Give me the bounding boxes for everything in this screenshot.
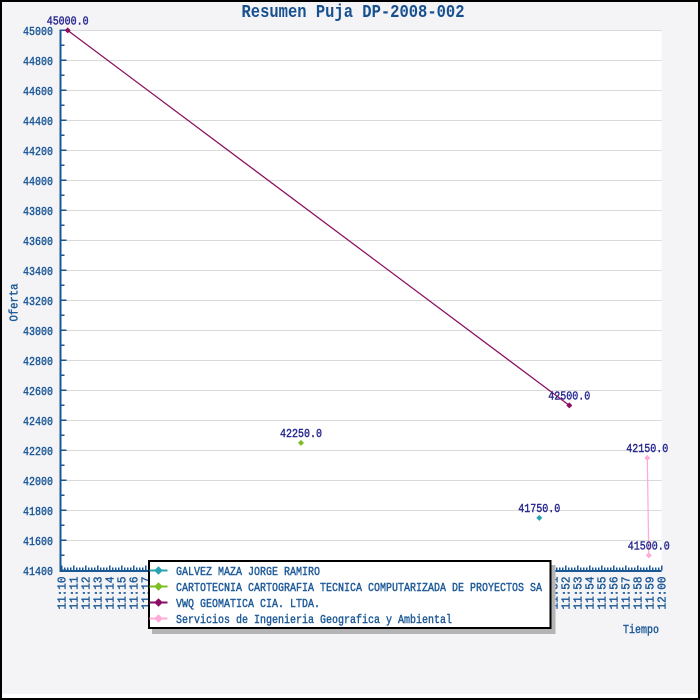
svg-text:43000: 43000: [23, 325, 53, 339]
svg-text:42600: 42600: [23, 385, 53, 399]
svg-text:VWQ GEOMATICA CIA. LTDA.: VWQ GEOMATICA CIA. LTDA.: [176, 597, 320, 611]
svg-text:11:56: 11:56: [608, 577, 622, 610]
svg-text:43400: 43400: [23, 265, 53, 279]
svg-text:11:14: 11:14: [104, 577, 118, 610]
svg-text:41500.0: 41500.0: [628, 539, 670, 553]
svg-text:11:10: 11:10: [56, 577, 70, 610]
svg-text:44800: 44800: [23, 55, 53, 69]
svg-text:44400: 44400: [23, 115, 53, 129]
svg-text:11:54: 11:54: [584, 577, 598, 610]
svg-text:12:00: 12:00: [656, 577, 670, 610]
svg-text:GALVEZ MAZA JORGE RAMIRO: GALVEZ MAZA JORGE RAMIRO: [176, 565, 320, 579]
svg-text:11:15: 11:15: [116, 577, 130, 610]
svg-text:11:58: 11:58: [632, 577, 646, 610]
svg-text:CARTOTECNIA CARTOGRAFIA TECNIC: CARTOTECNIA CARTOGRAFIA TECNICA COMPUTAR…: [176, 581, 543, 595]
svg-text:44000: 44000: [23, 175, 53, 189]
svg-text:43200: 43200: [23, 295, 53, 309]
svg-text:42150.0: 42150.0: [626, 442, 668, 456]
svg-text:11:52: 11:52: [560, 577, 574, 610]
svg-text:42000: 42000: [23, 475, 53, 489]
svg-text:Servicios de Ingenieria Geogra: Servicios de Ingenieria Geografica y Amb…: [176, 613, 452, 627]
svg-text:Tiempo: Tiempo: [623, 623, 659, 637]
svg-text:42500.0: 42500.0: [548, 389, 590, 403]
svg-text:41600: 41600: [23, 535, 53, 549]
svg-text:11:11: 11:11: [68, 577, 82, 610]
svg-text:45000: 45000: [23, 25, 53, 39]
svg-text:44600: 44600: [23, 85, 53, 99]
svg-text:45000.0: 45000.0: [47, 14, 89, 28]
svg-text:42200: 42200: [23, 445, 53, 459]
svg-text:11:13: 11:13: [92, 577, 106, 610]
svg-text:11:53: 11:53: [572, 577, 586, 610]
svg-text:11:55: 11:55: [596, 577, 610, 610]
svg-text:44200: 44200: [23, 145, 53, 159]
svg-text:11:57: 11:57: [620, 577, 634, 610]
svg-text:11:12: 11:12: [80, 577, 94, 610]
svg-text:41800: 41800: [23, 505, 53, 519]
svg-text:43600: 43600: [23, 235, 53, 249]
svg-text:41750.0: 41750.0: [518, 502, 560, 516]
svg-text:42400: 42400: [23, 415, 53, 429]
svg-text:41400: 41400: [23, 565, 53, 579]
svg-text:42800: 42800: [23, 355, 53, 369]
svg-text:43800: 43800: [23, 205, 53, 219]
svg-text:11:59: 11:59: [644, 577, 658, 610]
svg-text:Resumen Puja DP-2008-002: Resumen Puja DP-2008-002: [242, 3, 465, 23]
svg-text:42250.0: 42250.0: [280, 427, 322, 441]
svg-text:11:16: 11:16: [128, 577, 142, 610]
svg-text:Oferta: Oferta: [8, 284, 22, 322]
